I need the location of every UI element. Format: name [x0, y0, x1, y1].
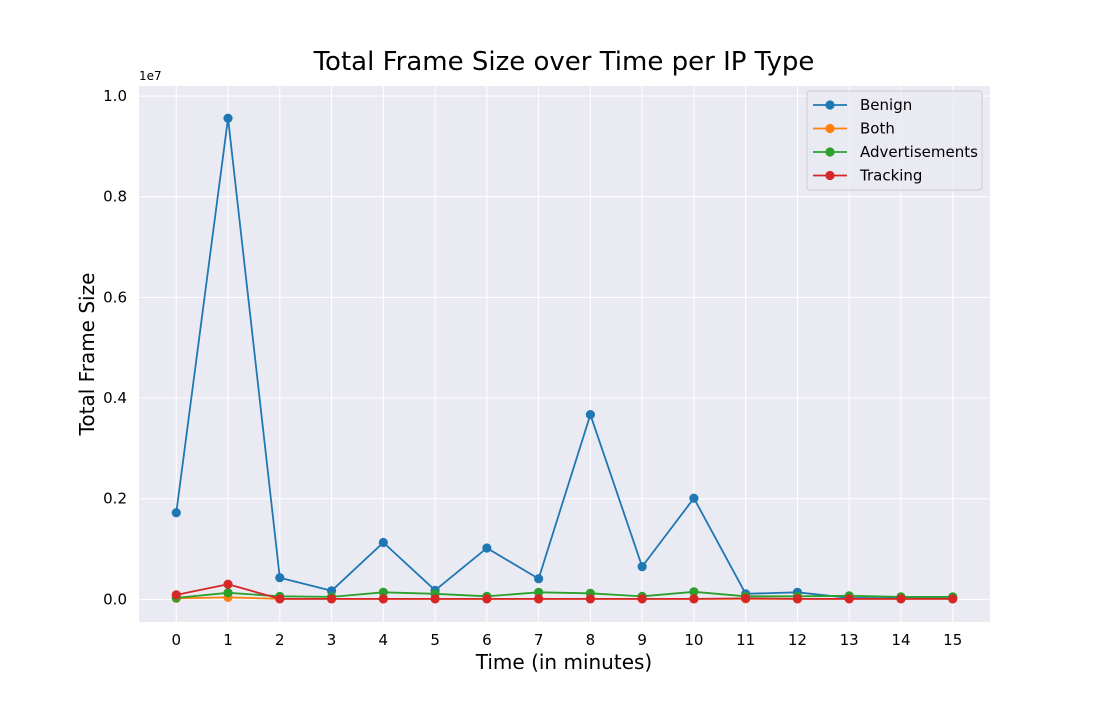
data-point-benign: [689, 493, 699, 503]
x-tick-label: 2: [275, 631, 285, 649]
series-line-advertisements: [176, 590, 953, 599]
data-point-benign: [223, 113, 233, 123]
x-tick-label: 1: [223, 631, 233, 649]
y-tick-label: 1.0: [103, 87, 127, 105]
y-offset-label: 1e7: [139, 69, 162, 83]
legend-marker: [825, 170, 835, 181]
data-point-benign: [275, 573, 285, 583]
data-point-tracking: [482, 594, 492, 604]
x-tick-label: 9: [637, 631, 647, 649]
x-tick-label: 11: [736, 631, 755, 649]
legend-label: Benign: [860, 96, 912, 114]
x-tick-label: 8: [586, 631, 596, 649]
data-point-advertisements: [378, 587, 388, 597]
x-axis-ticks: 0 1 2 3 4 5 6 7 8 9 10 11 12 13 14 15: [171, 631, 962, 649]
x-tick-label: 10: [684, 631, 703, 649]
legend-item-tracking: Tracking: [813, 167, 922, 185]
data-point-tracking: [792, 594, 803, 604]
legend-label: Tracking: [859, 167, 922, 185]
data-point-tracking: [637, 594, 647, 604]
x-tick-label: 0: [171, 631, 181, 649]
data-point-tracking: [430, 594, 440, 604]
chart-title: Total Frame Size over Time per IP Type: [313, 47, 815, 77]
y-tick-label: 0.4: [103, 389, 127, 407]
x-tick-label: 4: [379, 631, 389, 649]
data-point-tracking: [223, 579, 233, 589]
x-tick-label: 13: [840, 631, 859, 649]
data-point-tracking: [326, 594, 337, 604]
x-tick-label: 7: [534, 631, 544, 649]
grid-lines: [139, 86, 990, 622]
data-point-tracking: [896, 594, 906, 604]
data-point-tracking: [534, 594, 544, 604]
x-tick-label: 14: [891, 631, 910, 649]
legend-marker: [825, 147, 835, 157]
data-point-benign: [482, 543, 492, 553]
data-point-benign: [637, 562, 647, 572]
y-tick-label: 0.0: [103, 590, 127, 608]
series-tracking: [171, 579, 958, 604]
data-point-tracking: [844, 594, 854, 604]
data-point-tracking: [171, 590, 181, 600]
x-tick-label: 12: [788, 631, 807, 649]
data-point-benign: [171, 508, 181, 518]
legend-label: Both: [860, 120, 895, 138]
y-axis-label: Total Frame Size: [75, 273, 99, 437]
y-tick-label: 0.2: [103, 490, 127, 508]
data-point-benign: [534, 574, 544, 584]
x-tick-label: 5: [430, 631, 440, 649]
data-point-benign: [378, 537, 388, 548]
y-tick-label: 0.6: [103, 288, 127, 306]
series-layer: [171, 113, 958, 604]
legend-box: [806, 90, 983, 191]
x-tick-label: 3: [327, 631, 337, 649]
series-line-benign: [175, 117, 953, 600]
y-axis-ticks: 0.0 0.2 0.4 0.6 0.8 1.0: [103, 87, 127, 608]
legend-marker: [825, 100, 835, 110]
series-line-tracking: [176, 583, 953, 600]
x-tick-label: 15: [943, 631, 962, 649]
x-tick-label: 6: [482, 631, 492, 649]
y-tick-label: 0.8: [103, 188, 127, 206]
x-axis-label: Time (in minutes): [475, 650, 652, 674]
data-point-tracking: [378, 594, 388, 604]
legend-item-advertisements: Advertisements: [813, 143, 978, 161]
data-point-tracking: [689, 594, 699, 604]
data-point-advertisements: [223, 588, 233, 598]
legend-item-benign: Benign: [813, 96, 912, 114]
data-point-tracking: [585, 594, 595, 604]
data-point-tracking: [741, 593, 751, 603]
legend-marker: [825, 123, 835, 134]
legend: Benign Both Advertisements Tracking: [806, 90, 983, 191]
data-point-tracking: [948, 594, 958, 604]
data-point-tracking: [275, 594, 285, 604]
legend-item-both: Both: [813, 120, 895, 138]
data-point-advertisements: [689, 587, 699, 597]
data-point-advertisements: [534, 587, 544, 597]
legend-label: Advertisements: [860, 143, 978, 161]
data-point-benign: [585, 410, 595, 420]
